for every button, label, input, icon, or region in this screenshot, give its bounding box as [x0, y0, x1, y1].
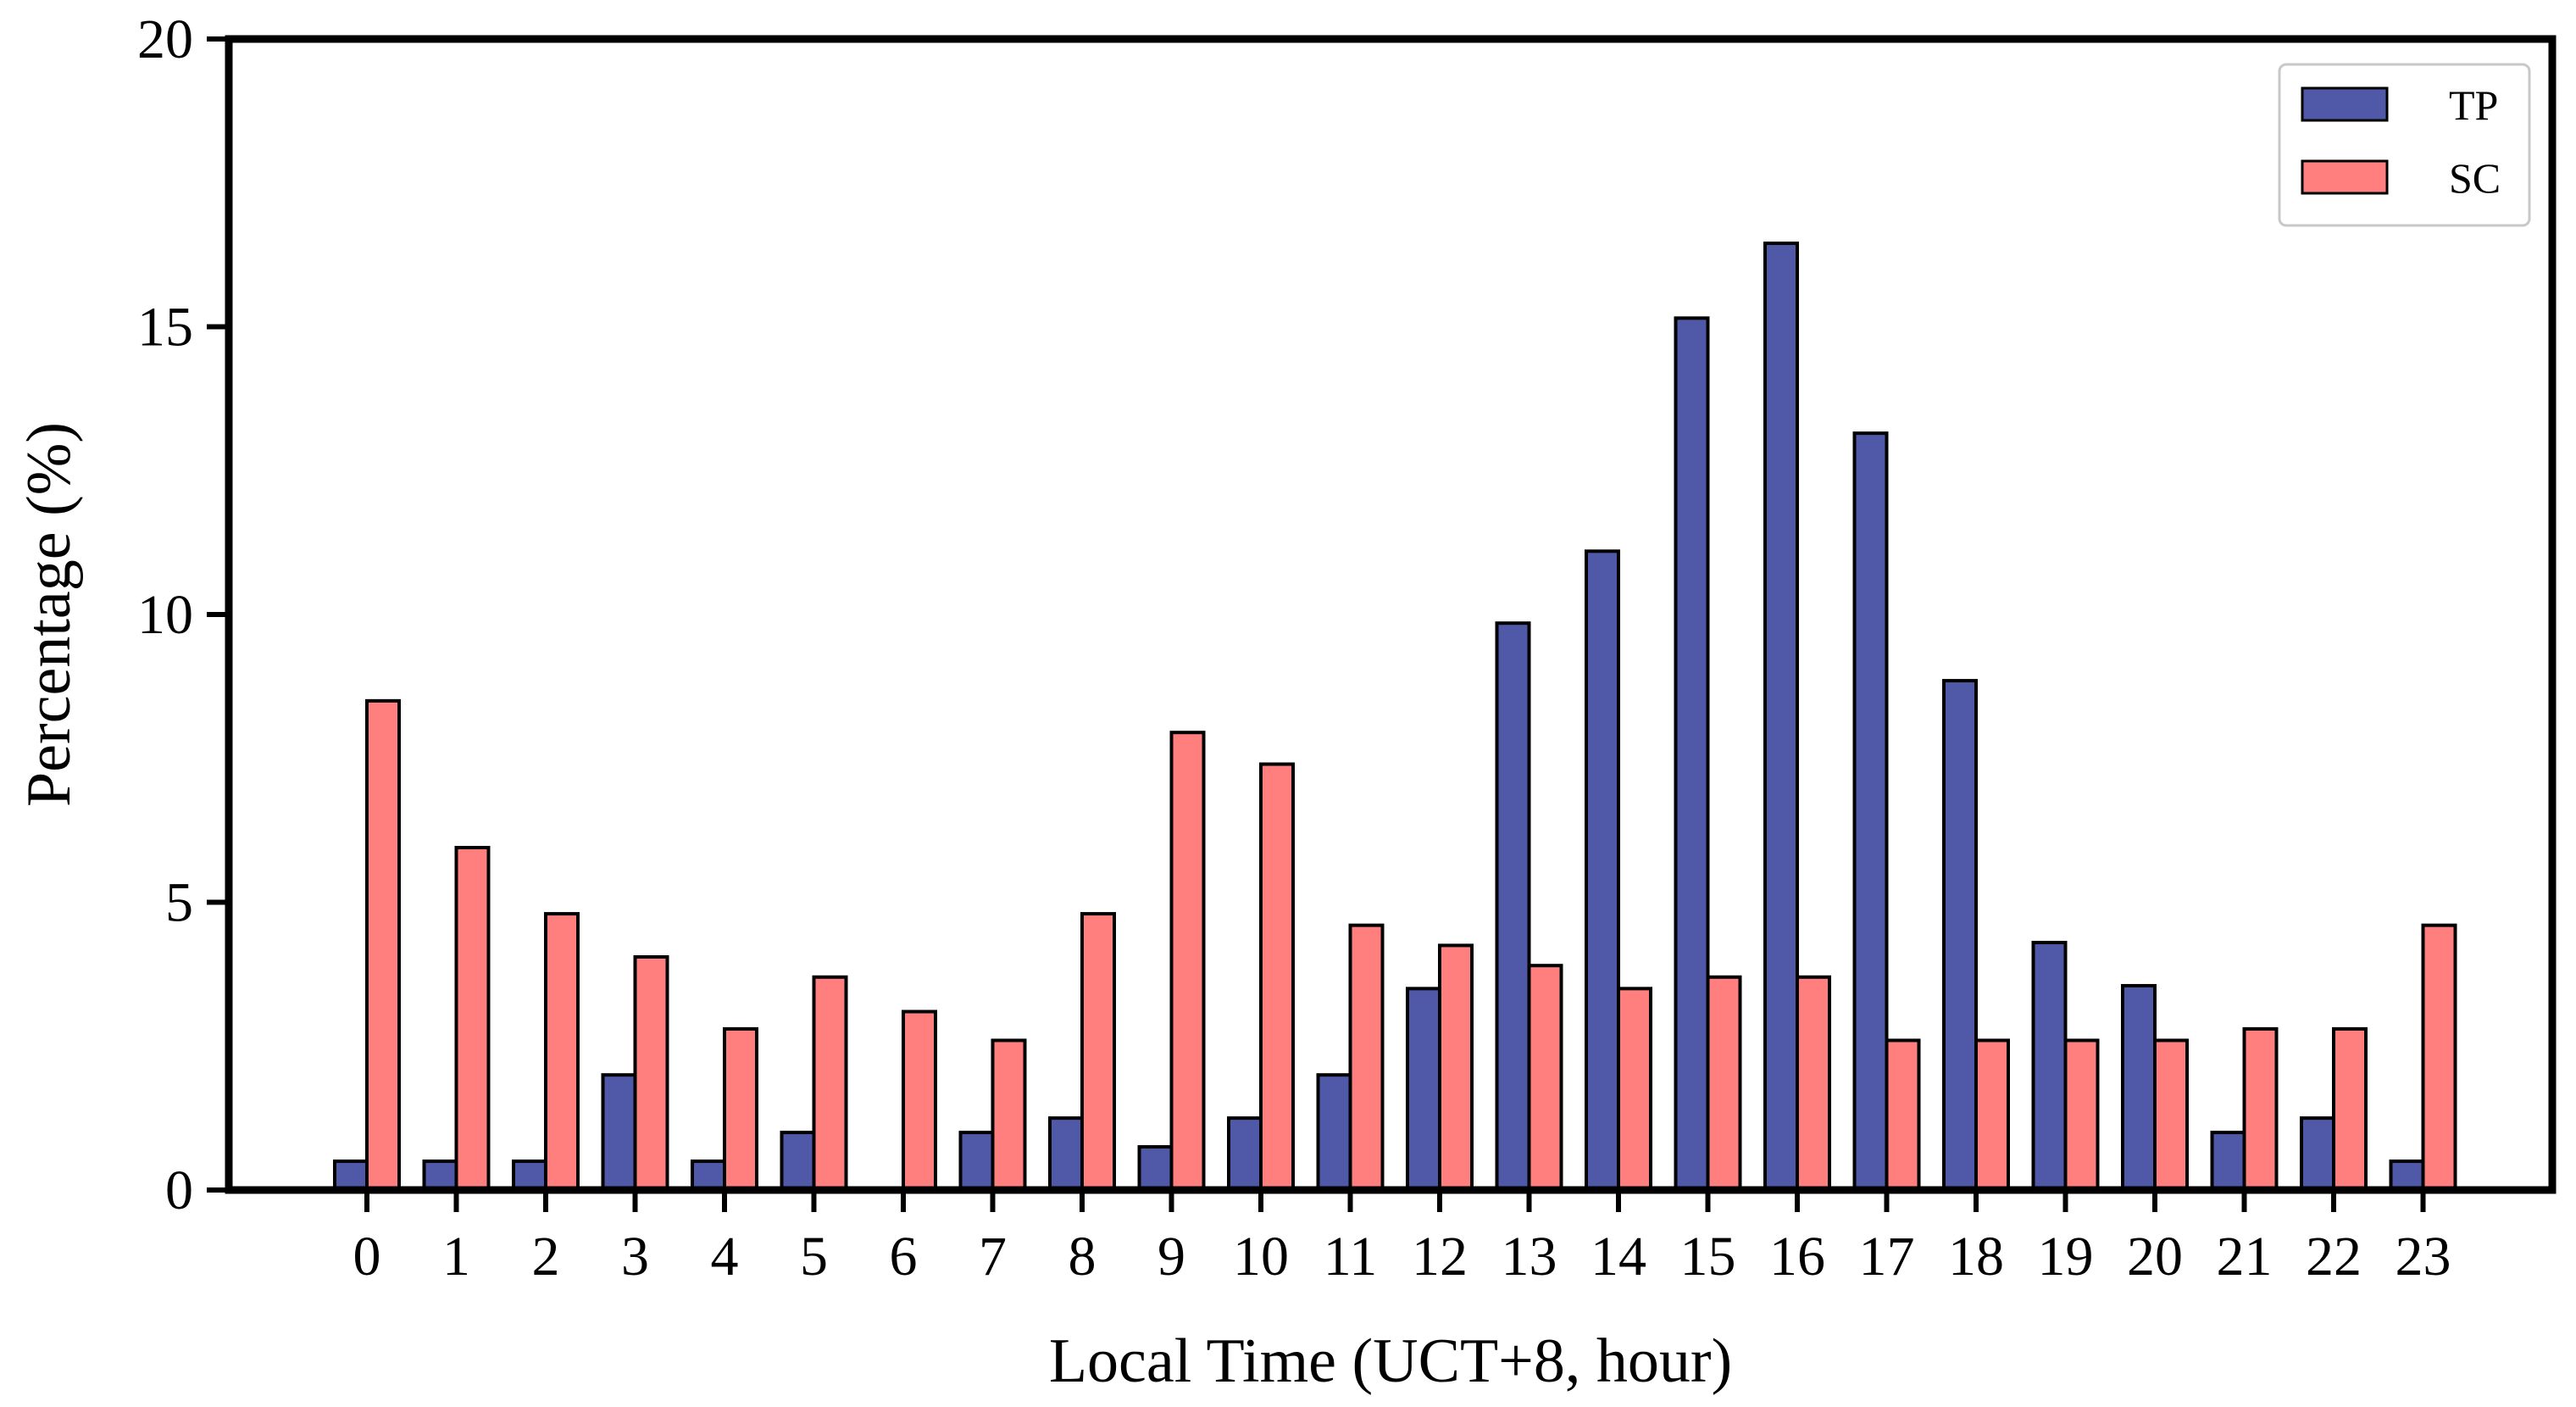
bar-sc-17: [1885, 1038, 1921, 1192]
x-tick-label: 3: [621, 1226, 649, 1287]
bar-sc-0: [365, 698, 401, 1192]
x-axis: 0 1 2 3 4 5 6 7 8 9 10 11 12 13 14 15 16 17 18 19 20 21 22 23: [353, 1190, 2451, 1287]
bar-tp-23: [2389, 1160, 2425, 1193]
x-tick-label: 18: [1948, 1226, 2004, 1287]
x-tick-label: 21: [2217, 1226, 2273, 1287]
y-tick-label: 0: [165, 1160, 193, 1221]
bar-sc-20: [2153, 1038, 2189, 1192]
bar-tp-9: [1137, 1145, 1174, 1192]
x-tick-label: 13: [1502, 1226, 1557, 1287]
x-tick-label: 17: [1859, 1226, 1915, 1287]
y-tick-label: 15: [137, 297, 193, 359]
x-tick-label: 2: [532, 1226, 560, 1287]
x-tick-label: 6: [890, 1226, 918, 1287]
x-tick-label: 9: [1158, 1226, 1185, 1287]
x-tick-label: 5: [800, 1226, 828, 1287]
y-tick-label: 10: [137, 584, 193, 646]
bar-tp-17: [1852, 431, 1889, 1192]
bar-tp-8: [1048, 1116, 1084, 1192]
x-tick-label: 23: [2396, 1226, 2451, 1287]
bar-sc-1: [454, 845, 491, 1192]
y-tick-label: 5: [165, 872, 193, 934]
x-tick-label: 4: [711, 1226, 739, 1287]
bar-tp-16: [1763, 242, 1799, 1192]
legend-label-sc: SC: [2449, 154, 2501, 202]
bar-tp-14: [1585, 549, 1620, 1192]
bar-sc-6: [902, 1009, 937, 1193]
x-tick-label: 12: [1412, 1226, 1468, 1287]
bar-tp-22: [2300, 1116, 2335, 1192]
x-tick-label: 15: [1680, 1226, 1736, 1287]
bar-sc-23: [2421, 923, 2457, 1193]
legend-swatch-tp: [2301, 86, 2389, 122]
bar-sc-16: [1796, 975, 1831, 1193]
y-tick-label: 20: [137, 8, 193, 70]
bar-sc-9: [1169, 731, 1206, 1192]
bar-sc-5: [812, 975, 848, 1193]
bar-sc-4: [723, 1026, 758, 1192]
bar-sc-21: [2242, 1026, 2279, 1192]
bar-tp-2: [512, 1160, 547, 1193]
bar-tp-1: [422, 1160, 458, 1193]
legend: TP SC: [2278, 63, 2531, 227]
bar-tp-19: [2031, 941, 2068, 1193]
x-tick-label: 16: [1769, 1226, 1825, 1287]
x-axis-title: Local Time (UCT+8, hour): [1049, 1326, 1732, 1396]
bar-sc-12: [1438, 943, 1474, 1193]
bar-sc-3: [633, 955, 669, 1192]
x-tick-label: 7: [979, 1226, 1007, 1287]
bar-sc-2: [544, 912, 580, 1192]
bar-sc-15: [1706, 975, 1742, 1193]
bar-sc-19: [2063, 1038, 2100, 1192]
bar-sc-8: [1080, 912, 1116, 1192]
x-tick-label: 20: [2127, 1226, 2183, 1287]
bar-tp-13: [1495, 621, 1531, 1192]
y-axis-title: Percentage (%): [14, 422, 84, 807]
x-tick-label: 19: [2038, 1226, 2094, 1287]
bar-tp-5: [780, 1131, 816, 1192]
bars-layer: [333, 242, 2457, 1193]
bar-tp-12: [1406, 987, 1441, 1192]
x-tick-label: 11: [1324, 1226, 1378, 1287]
bar-tp-21: [2210, 1131, 2246, 1192]
bar-tp-11: [1316, 1073, 1352, 1192]
bar-tp-18: [1942, 679, 1978, 1192]
x-tick-label: 8: [1069, 1226, 1096, 1287]
legend-swatch-sc: [2301, 159, 2389, 195]
x-tick-label: 0: [353, 1226, 381, 1287]
bar-sc-22: [2332, 1026, 2368, 1192]
bar-sc-18: [1974, 1038, 2010, 1192]
y-axis: 0 5 10 15 20: [137, 8, 229, 1221]
legend-label-tp: TP: [2449, 81, 2498, 129]
bar-tp-10: [1227, 1116, 1263, 1192]
bar-tp-3: [601, 1073, 637, 1192]
bar-sc-13: [1527, 964, 1563, 1192]
bar-sc-10: [1259, 762, 1295, 1192]
bar-sc-14: [1617, 987, 1652, 1192]
bar-tp-20: [2121, 983, 2157, 1192]
bar-sc-7: [991, 1038, 1027, 1192]
bar-tp-0: [333, 1160, 369, 1193]
x-tick-label: 14: [1591, 1226, 1646, 1287]
x-tick-label: 22: [2306, 1226, 2362, 1287]
x-tick-label: 1: [442, 1226, 470, 1287]
x-tick-label: 10: [1233, 1226, 1289, 1287]
bar-sc-11: [1348, 923, 1385, 1193]
bar-tp-7: [958, 1131, 995, 1192]
bar-tp-15: [1674, 316, 1710, 1193]
bar-tp-4: [691, 1160, 726, 1193]
